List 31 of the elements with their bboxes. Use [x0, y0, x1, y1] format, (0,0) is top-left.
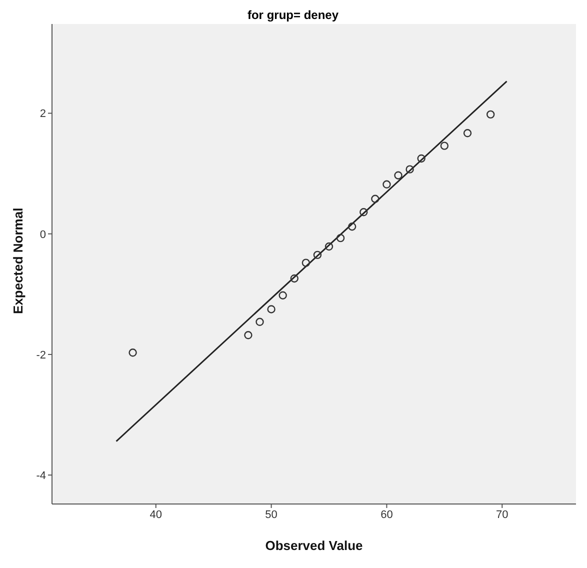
point — [360, 208, 368, 216]
point — [128, 348, 137, 357]
point — [463, 129, 472, 138]
point — [371, 194, 380, 203]
point — [440, 142, 449, 150]
point — [406, 165, 414, 174]
chart-title: for grup= deney — [246, 8, 340, 24]
point — [267, 305, 276, 314]
point — [256, 318, 264, 326]
x-tick-label: 40 — [150, 508, 162, 521]
point — [336, 234, 345, 242]
y-axis-title: Expected Normal — [10, 208, 26, 314]
point — [244, 331, 252, 340]
point — [313, 250, 322, 260]
y-tick-label: -2 — [36, 349, 46, 362]
y-tick-label: -4 — [36, 470, 46, 482]
x-tick-label: 70 — [496, 508, 508, 521]
point — [486, 110, 495, 119]
point — [417, 154, 426, 163]
point — [290, 274, 298, 283]
point — [278, 291, 287, 300]
point — [324, 242, 334, 251]
point — [382, 180, 391, 188]
x-tick-label: 60 — [380, 508, 393, 521]
point — [302, 258, 310, 267]
y-tick-label: 2 — [40, 108, 46, 120]
x-tick-label: 50 — [265, 508, 278, 521]
point — [394, 171, 402, 180]
x-axis-title: Observed Value — [265, 538, 363, 553]
point — [348, 222, 356, 231]
y-tick-label: 0 — [40, 228, 46, 241]
